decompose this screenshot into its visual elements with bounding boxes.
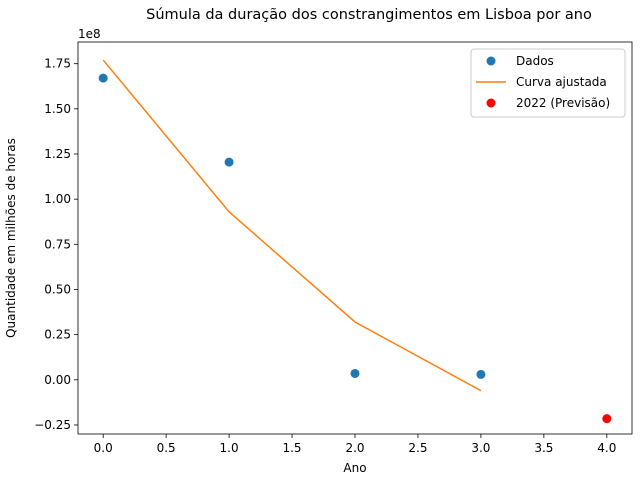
legend-dot-marker [486, 56, 496, 66]
series-line-curva-ajustada [102, 59, 482, 392]
legend-box [470, 48, 626, 118]
x-axis-label: Ano [343, 461, 366, 475]
y-tick-label: 0.75 [44, 237, 71, 251]
y-tick-label: 0.00 [44, 373, 71, 387]
y-tick-label: 0.25 [44, 328, 71, 342]
y-axis-label: Quantidade em milhões de horas [4, 138, 18, 338]
x-tick-label: 4.0 [597, 441, 616, 455]
data-point-dados [224, 157, 234, 167]
y-tick-label: 1.50 [44, 102, 71, 116]
data-point-dados [476, 369, 486, 379]
y-tick-label: 1.00 [44, 192, 71, 206]
x-tick-label: 1.0 [220, 441, 239, 455]
x-tick-label: 0.5 [157, 441, 176, 455]
legend-label: 2022 (Previsão) [516, 96, 610, 110]
x-tick-label: 2.0 [345, 441, 364, 455]
legend-dot-marker [486, 98, 496, 108]
y-axis: −0.25 0.00 0.25 0.50 0.75 1.00 1.25 1.50 1.75 [34, 57, 78, 432]
x-axis: 0.0 0.5 1.0 1.5 2.0 2.5 3.0 3.5 4.0 [94, 434, 616, 455]
legend-label: Curva ajustada [516, 75, 607, 89]
data-point-previsao [602, 414, 612, 424]
chart-title: Súmula da duração dos constrangimentos e… [146, 7, 592, 23]
data-point-dados [350, 368, 360, 378]
y-tick-label: 0.50 [44, 282, 71, 296]
series-layer [98, 59, 612, 424]
legend: Dados Curva ajustada 2022 (Previsão) [470, 48, 626, 118]
x-tick-label: 0.0 [94, 441, 113, 455]
x-tick-label: 3.5 [534, 441, 553, 455]
y-tick-label: −0.25 [34, 418, 71, 432]
legend-label: Dados [516, 54, 554, 68]
x-tick-label: 2.5 [408, 441, 427, 455]
y-tick-label: 1.75 [44, 57, 71, 71]
y-offset-label: 1e8 [78, 27, 101, 41]
x-tick-label: 1.5 [282, 441, 301, 455]
y-tick-label: 1.25 [44, 147, 71, 161]
data-point-dados [98, 73, 108, 83]
x-tick-label: 3.0 [471, 441, 490, 455]
